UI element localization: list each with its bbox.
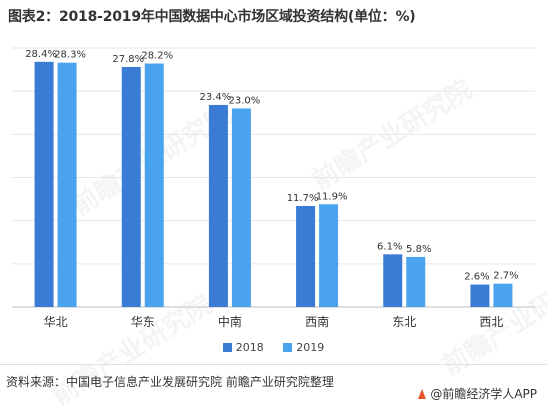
x-tick-label: 西南: [305, 314, 329, 329]
bar-2018-4: [296, 205, 316, 307]
legend: 2018 2019: [0, 341, 547, 355]
data-label-2018-6: 2.6%: [464, 272, 489, 283]
x-tick-label: 华北: [44, 315, 68, 329]
legend-label-2019: 2019: [296, 341, 325, 354]
bar-2019-1: [57, 62, 77, 307]
legend-swatch-2019: [283, 343, 293, 352]
bar-2019-4: [319, 204, 339, 307]
data-label-2019-2: 28.2%: [141, 51, 173, 62]
footer-divider: [0, 364, 547, 365]
brand-credit-text: @前瞻经济学人APP: [430, 387, 537, 401]
legend-item-2018: 2018: [222, 341, 264, 354]
x-tick-label: 华东: [131, 315, 155, 329]
legend-label-2018: 2018: [235, 341, 264, 354]
chart-title: 图表2：2018-2019年中国数据中心市场区域投资结构(单位：%): [8, 9, 416, 25]
data-label-2018-3: 23.4%: [200, 92, 232, 103]
x-tick-label: 西北: [479, 315, 503, 329]
data-label-2019-5: 5.8%: [406, 244, 431, 255]
data-label-2018-5: 6.1%: [377, 241, 402, 252]
source-note: 资料来源：中国电子信息产业发展研究院 前瞻产业研究院整理: [6, 375, 334, 389]
bar-2018-1: [34, 61, 54, 308]
legend-swatch-2018: [222, 343, 232, 352]
bar-2018-6: [470, 284, 490, 307]
legend-item-2019: 2019: [283, 341, 324, 354]
bar-2019-6: [493, 283, 513, 307]
data-label-2019-4: 11.9%: [316, 191, 348, 202]
bar-2019-5: [406, 256, 426, 307]
bar-2018-2: [121, 66, 141, 307]
bar-2019-2: [144, 63, 164, 307]
brand-logo-icon: [418, 388, 427, 399]
bar-2018-5: [383, 254, 403, 307]
data-label-2018-2: 27.8%: [112, 54, 144, 65]
data-label-2019-1: 28.3%: [54, 50, 86, 61]
bar-chart: 28.4%28.3% 华北 27.8%28.2% 华东 23.4%23.0% 中南 11.7…: [12, 47, 535, 329]
data-label-2018-1: 28.4%: [25, 49, 57, 60]
brand-credit: @前瞻经济学人APP: [417, 385, 537, 402]
x-tick-label: 东北: [392, 315, 416, 329]
bar-2019-3: [231, 108, 251, 307]
data-label-2019-6: 2.7%: [493, 271, 518, 282]
bar-2018-3: [208, 104, 228, 307]
data-label-2019-3: 23.0%: [229, 95, 261, 106]
x-tick-label: 中南: [218, 314, 242, 329]
data-label-2018-4: 11.7%: [287, 193, 319, 204]
